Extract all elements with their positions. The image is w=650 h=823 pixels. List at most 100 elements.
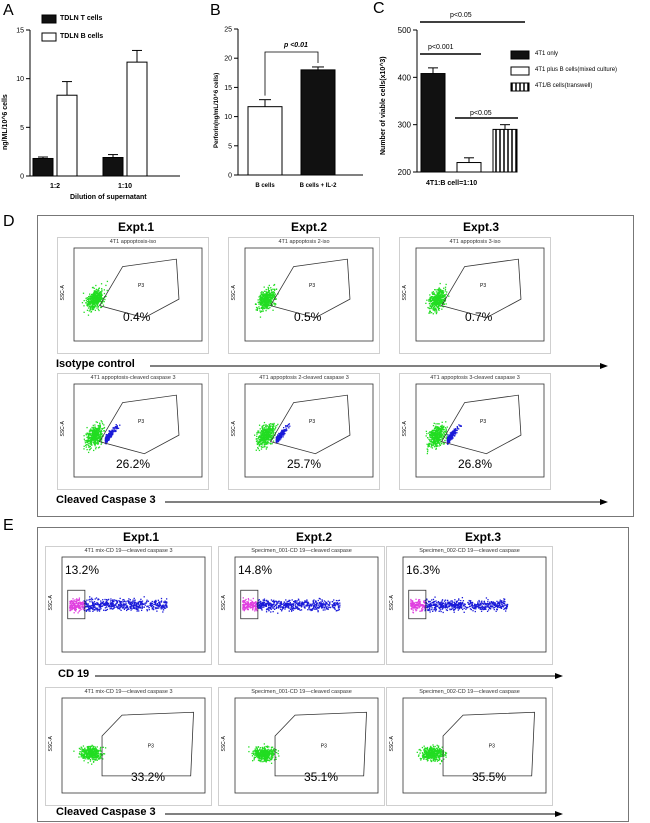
flow-cytometry-plot: 4T1 appoptosis-cleaved caspase 3 SSC-A P3 2… [57,373,209,490]
flow-plot-title: 4T1 appoptosis 2-cleaved caspase 3 [259,375,349,381]
chart-a-bar [56,94,78,177]
flow-cytometry-plot: 4T1 appoptosis 3-cleaved caspase 3 SSC-A P… [399,373,551,490]
flow-cytometry-plot: 4T1 appoptosis 2-cleaved caspase 3 SSC-A P… [228,373,380,490]
panel-d-expt-1: Expt.1 [118,220,155,234]
flow-plot-gate-label: P3 [138,283,144,289]
flow-plot-gate [101,711,194,777]
chart-c-p1: p<0.001 [428,44,454,51]
flow-plot-yaxis-label: SSC-A [60,421,66,437]
legend-a-swatch-1 [41,32,57,42]
flow-plot-canvas: SSC-A P3 [231,247,374,342]
legend-c-1: 4T1 plus B cells(mixed culture) [535,67,618,73]
legend-a-swatch-0 [41,14,57,24]
chart-a-ytick-label: 10 [16,76,24,83]
flow-plot-canvas: SSC-A P3 [389,697,547,794]
flow-plot-yaxis-label: SSC-A [231,421,237,437]
flow-plot-axes [61,556,206,653]
chart-b-bar [247,106,283,176]
flow-plot-axes [73,247,203,342]
flow-plot-axes [73,383,203,478]
flow-plot-canvas: SSC-A P3 [402,247,545,342]
chart-a-category-label: 1:2 [50,183,60,190]
flow-plot-gate [240,589,259,620]
flow-plot-canvas: SSC-A P3 [402,383,545,478]
flow-plot-yaxis-label: SSC-A [402,285,408,301]
chart-c-ytick-label: 500 [398,26,412,35]
panel-d-expt-3: Expt.3 [463,220,500,234]
flow-plot-yaxis-label: SSC-A [389,595,395,611]
panel-letter-a: A [3,2,14,19]
chart-c-ytick-label: 400 [398,73,412,82]
chart-c-xlabel: 4T1:B cell=1:10 [426,180,478,187]
flow-plot-title: 4T1 appoptosis-iso [109,239,157,245]
flow-plot-yaxis-label: SSC-A [389,736,395,752]
gate-percent: 35.1% [304,770,339,784]
panel-letter-c: C [373,0,385,17]
panel-d-row1-arrow [150,363,608,369]
flow-plot-canvas: SSC-A P3 [60,383,203,478]
chart-a-bar [126,61,148,177]
chart-c-ytick-label: 200 [398,168,412,177]
flow-plot-gate-label: P3 [480,419,486,425]
legend-a-0: TDLN T cells [60,15,103,22]
chart-a-category-label: 1:10 [118,183,132,190]
flow-plot-yaxis-label: SSC-A [48,595,54,611]
legend-c-swatch [510,50,530,60]
flow-plot-gate [440,394,522,455]
chart-b-bar [300,69,336,176]
flow-plot-gate [274,711,367,777]
flow-plot-title: 4T1 mix-CD 19—cleaved caspase 3 [84,548,173,554]
flow-cytometry-plot: 4T1 appoptosis 3-iso SSC-A P3 0.7% [399,237,551,354]
flow-cytometry-plot: Specimen_001-CD 19—cleaved caspase SSC-A 1… [218,546,385,665]
chart-c-bar [492,128,518,173]
chart-b-ytick-label: 10 [224,114,232,121]
chart-c-p2: p<0.05 [470,110,492,117]
panel-letter-e: E [3,517,14,534]
flow-plot-gate-label: P3 [138,419,144,425]
flow-cytometry-plot: Specimen_002-CD 19—cleaved caspase SSC-A P… [386,687,553,806]
panel-d-row2-arrow [165,499,608,505]
panel-d-expt-2: Expt.2 [291,220,328,234]
chart-b-ytick-label: 0 [228,173,232,180]
flow-plot-gate-label: P3 [480,283,486,289]
flow-plot-axes [234,697,379,794]
gate-percent: 35.5% [472,770,507,784]
gate-percent: 16.3% [406,563,441,577]
panel-e-expt-3: Expt.3 [465,530,502,544]
flow-plot-yaxis-label: SSC-A [221,736,227,752]
chart-c-p0: p<0.05 [450,12,472,19]
flow-plot-canvas: SSC-A P3 [60,247,203,342]
flow-plot-canvas: SSC-A P3 [48,697,206,794]
flow-plot-axes [244,247,374,342]
chart-c: 200 300 400 500 [398,21,530,177]
panel-d-row1-label: Isotype control [56,358,135,370]
flow-plot-yaxis-label: SSC-A [48,736,54,752]
flow-plot-title: Specimen_002-CD 19—cleaved caspase [419,548,520,554]
flow-plot-title: 4T1 mix-CD 19—cleaved caspase 3 [84,689,173,695]
flow-plot-axes [415,247,545,342]
flow-plot-gate [269,394,351,455]
flow-plot-title: Specimen_002-CD 19—cleaved caspase [419,689,520,695]
panel-e-row2-arrow [165,811,563,817]
flow-plot-yaxis-label: SSC-A [60,285,66,301]
flow-plot-yaxis-label: SSC-A [221,595,227,611]
flow-plot-axes [61,697,206,794]
gate-percent: 26.2% [116,457,151,471]
flow-plot-gate [440,258,522,319]
flow-cytometry-plot: Specimen_002-CD 19—cleaved caspase SSC-A 1… [386,546,553,665]
flow-cytometry-plot: 4T1 appoptosis 2-iso SSC-A P3 0.5% [228,237,380,354]
chart-a-ytick-label: 0 [20,174,24,181]
chart-b-ytick-label: 15 [224,85,232,92]
chart-a-ytick-label: 5 [20,125,24,132]
flow-cytometry-plot: 4T1 appoptosis-iso SSC-A P3 0.4% [57,237,209,354]
chart-c-ylabel: Number of viable cells(x10^3) [380,56,387,155]
flow-plot-gate [269,258,351,319]
chart-b: 0 5 10 15 20 25 B cells B cells + IL-2 [224,27,363,189]
chart-a-ytick-label: 15 [16,28,24,35]
chart-b-pvalue: p <0.01 [284,42,308,49]
flow-plot-gate [408,589,427,620]
panel-e-row2-label: Cleaved Caspase 3 [56,806,156,818]
chart-c-bar [456,162,482,173]
gate-percent: 0.7% [465,310,493,324]
chart-c-bar [420,73,446,173]
